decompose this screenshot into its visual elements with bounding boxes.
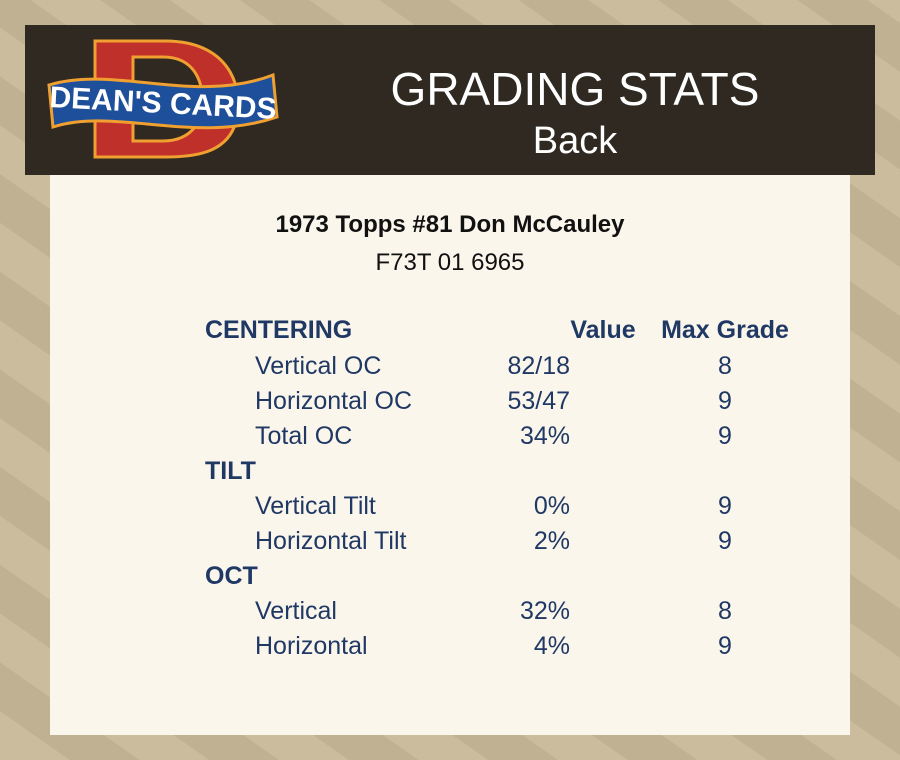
section-label: CENTERING <box>205 316 353 344</box>
section-label: OCT <box>205 562 258 590</box>
row-value: 2% <box>533 527 570 555</box>
row-max-grade: 9 <box>718 527 732 555</box>
page-subtitle: Back <box>532 120 618 162</box>
section-header-centering: CENTERING Value Max Grade <box>50 316 850 351</box>
row-max-grade: 8 <box>718 597 732 625</box>
row-value: 53/47 <box>507 387 570 415</box>
table-row: Vertical 32% 8 <box>50 597 850 632</box>
row-max-grade: 9 <box>718 387 732 415</box>
section-header-tilt: TILT <box>50 457 850 492</box>
table-row: Vertical Tilt 0% 9 <box>50 492 850 527</box>
card-title: 1973 Topps #81 Don McCauley <box>275 211 625 238</box>
row-max-grade: 9 <box>718 422 732 450</box>
table-row: Horizontal 4% 9 <box>50 632 850 667</box>
table-row: Total OC 34% 9 <box>50 422 850 457</box>
row-value: 34% <box>519 422 570 450</box>
row-max-grade: 9 <box>718 632 732 660</box>
row-value: 0% <box>533 492 570 520</box>
stats-panel: 1973 Topps #81 Don McCauley F73T 01 6965… <box>50 175 850 735</box>
row-value: 4% <box>533 632 570 660</box>
row-max-grade: 9 <box>718 492 732 520</box>
card-cert-number: F73T 01 6965 <box>375 249 525 276</box>
row-label: Total OC <box>255 422 353 450</box>
page-title: GRADING STATS <box>390 63 760 115</box>
section-label: TILT <box>205 457 256 485</box>
row-max-grade: 8 <box>718 352 732 380</box>
table-row: Horizontal Tilt 2% 9 <box>50 527 850 562</box>
row-value: 32% <box>519 597 570 625</box>
column-header-value: Value <box>570 316 636 344</box>
header-bar: DEAN'S CARDS GRADING STATS Back <box>25 25 875 175</box>
row-label: Vertical Tilt <box>255 492 376 520</box>
table-row: Vertical OC 82/18 8 <box>50 352 850 387</box>
table-row: Horizontal OC 53/47 9 <box>50 387 850 422</box>
row-label: Vertical OC <box>255 352 382 380</box>
row-label: Horizontal <box>255 632 368 660</box>
row-value: 82/18 <box>507 352 570 380</box>
row-label: Horizontal Tilt <box>255 527 407 555</box>
row-label: Vertical <box>255 597 337 625</box>
column-header-max-grade: Max Grade <box>661 316 789 344</box>
row-label: Horizontal OC <box>255 387 412 415</box>
section-header-oct: OCT <box>50 562 850 597</box>
deans-cards-logo: DEAN'S CARDS <box>47 39 279 159</box>
